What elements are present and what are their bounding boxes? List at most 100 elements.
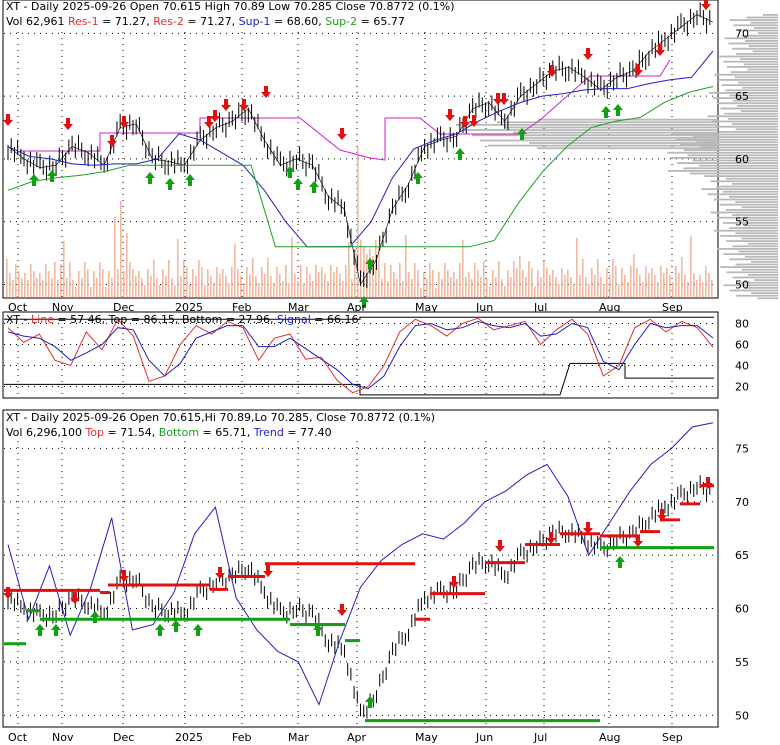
up-arrow [365,258,375,270]
volume-bar [660,266,662,297]
profile-bar [724,37,778,40]
profile-bar [712,97,778,99]
volume-bar [555,277,557,297]
volume-bar [126,233,128,297]
volume-bar [132,269,134,297]
profile-bar [726,240,778,242]
volume-bar [324,274,326,297]
volume-bar [543,261,545,297]
volume-bar [9,273,11,297]
volume-bar [168,260,170,297]
volume-bar [162,269,164,297]
volume-bar [342,281,344,297]
volume-bar [576,238,578,297]
oscillator-panel-frame [2,311,719,399]
profile-bar [689,172,778,175]
profile-bar [716,216,778,219]
volume-bar [105,287,107,297]
volume-bar [699,275,701,297]
volume-bar [318,272,320,297]
profile-bar [707,193,778,196]
volume-bar [615,266,617,297]
profile-bar [734,76,778,79]
profile-bar [744,224,778,227]
volume-bar [411,279,413,297]
down-arrow [337,128,347,140]
volume-bar [339,274,341,297]
profile-bar [738,81,778,84]
profile-bar [735,294,778,297]
profile-bar [735,263,778,266]
profile-bar [724,112,778,115]
x-tick-label: Jul [533,731,547,744]
volume-bar [621,268,623,297]
volume-bar [204,285,206,297]
volume-bar [69,262,71,297]
header-part: = 66.16 [311,313,359,326]
volume-bar [93,271,95,297]
profile-bar [757,297,778,300]
profile-bar [707,115,778,118]
volume-bar [510,277,512,297]
profile-bar [729,196,778,198]
profile-bar [488,144,718,147]
profile-bar [735,232,778,235]
volume-bar [468,272,470,297]
volume-bar [426,279,428,297]
volume-bar [585,277,587,297]
volume-bar [360,240,362,297]
profile-bar [732,183,778,185]
down-arrow [633,535,643,547]
trend-header-line2: Vol 6,296,100 Top = 71.54, Bottom = 65.7… [6,426,332,439]
volume-bar [423,272,425,297]
volume-bar [708,273,710,297]
volume-bar [657,282,659,297]
header-part: = 65.71, [199,426,254,439]
header-part: Res-1 [68,15,99,28]
x-tick-label: Oct [8,731,28,744]
volume-bar [87,269,89,297]
profile-bar [687,154,778,157]
up-arrow [47,170,57,182]
volume-bar [306,267,308,297]
down-arrow [703,477,713,489]
volume-bar [354,249,356,297]
down-arrow [337,604,347,616]
x-tick-label: 2025 [175,301,203,314]
volume-bar [123,271,125,297]
profile-bar [731,123,778,125]
volume-bar [66,278,68,297]
header-part: XT - Daily 2025-09-26 Open 70.615 High 7… [6,0,455,13]
trend-signal-arrows [3,477,713,708]
volume-bar [441,279,443,297]
volume-bar [531,268,533,297]
profile-bar [735,128,778,131]
volume-bar [432,270,434,297]
oscillator-header: XT - Line = 57.46, Top = 86.15, Bottom =… [6,313,359,326]
profile-bar [732,245,778,248]
volume-bar [333,272,335,297]
volume-bar [15,264,17,297]
profile-bar [713,198,778,201]
up-arrow [517,128,527,140]
volume-bar [453,272,455,297]
profile-bar [745,287,778,289]
volume-bar [477,270,479,297]
profile-bar [729,227,778,229]
volume-bar [375,240,377,297]
trend-x-ticks: Oct Nov Dec 2025 Feb Mar Apr May Jun Jul Aug Sep [8,731,683,744]
price-header-line1: XT - Daily 2025-09-26 Open 70.615 High 7… [6,0,455,13]
volume-bar [687,282,689,297]
volume-bar [129,262,131,297]
volume-bar [666,268,668,297]
volume-bar [51,278,53,297]
volume-bar [81,278,83,297]
volume-bar [57,280,59,297]
y-tick-label: 70 [735,27,749,40]
volume-bar [183,260,185,297]
volume-bar [693,273,695,297]
x-tick-label: Mar [288,731,309,744]
up-arrow [293,178,303,190]
volume-bar [705,266,707,297]
volume-bar [33,271,35,297]
